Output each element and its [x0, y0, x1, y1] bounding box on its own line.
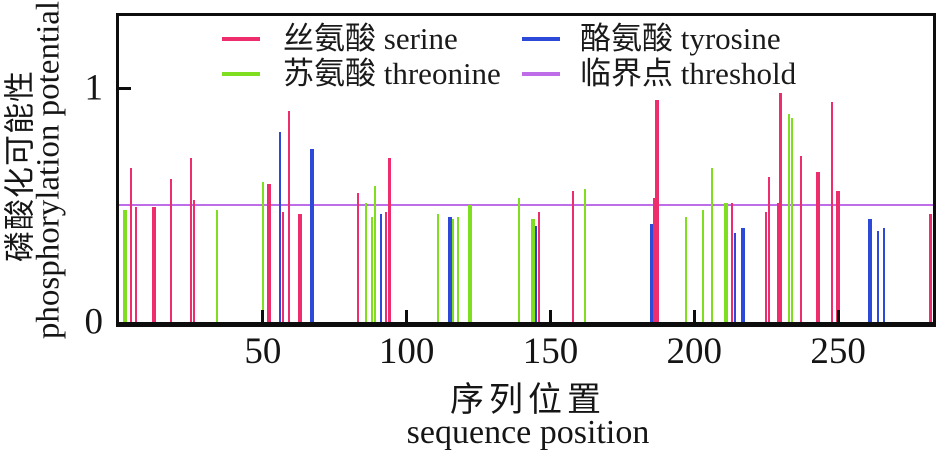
bar-0-x229: [776, 202, 779, 322]
bar-0-x186: [652, 197, 655, 322]
bar-2-x266: [883, 228, 886, 322]
x-tick-label-200: 200: [666, 331, 723, 372]
y-tick-label-0: 0: [84, 301, 104, 343]
bar-0-x250: [836, 190, 841, 322]
threshold-line-swatch: [522, 72, 560, 76]
bar-0-x94: [387, 158, 391, 322]
bar-1-x34: [215, 209, 218, 322]
legend-item-threonine: 苏氨酸 threonine: [222, 56, 501, 92]
bar-0-x248: [831, 102, 834, 322]
legend-label-threonine: 苏氨酸 threonine: [283, 56, 501, 91]
bar-0-x187: [654, 99, 659, 322]
legend-item-serine: 丝氨酸 serine: [222, 21, 458, 57]
bar-2-x91: [379, 214, 382, 322]
plot-area: 丝氨酸 serine 苏氨酸 threonine 酪氨酸 tyrosine 临界…: [116, 13, 936, 327]
y-tick-mark-1: [119, 86, 131, 90]
x-tick-mark-50: [261, 310, 265, 322]
bar-1-x139: [517, 197, 520, 322]
bar-1-x211: [723, 202, 728, 322]
threshold-line: [119, 204, 933, 206]
bar-0-x93: [385, 212, 388, 322]
bar-0-x237: [799, 155, 802, 322]
serine-line-swatch: [222, 37, 260, 41]
bar-2-x67: [309, 148, 314, 322]
bar-0-x230: [779, 92, 783, 322]
bar-1-x116: [451, 219, 454, 322]
x-tick-label-150: 150: [522, 331, 579, 372]
bar-1-x50: [261, 181, 264, 322]
bar-0-x243: [815, 172, 820, 322]
bar-2-x115: [447, 216, 452, 322]
bar-0-x18: [169, 179, 172, 322]
legend-label-serine: 丝氨酸 serine: [283, 21, 458, 56]
bar-2-x264: [877, 230, 880, 322]
x-tick-mark-200: [692, 310, 696, 322]
bar-1-x144: [531, 219, 536, 322]
bar-2-x214: [733, 233, 736, 322]
bar-1-x88: [371, 216, 374, 322]
x-tick-mark-250: [836, 310, 840, 322]
bar-0-x52: [266, 183, 271, 322]
bar-0-x63: [298, 214, 303, 322]
legend-item-threshold: 临界点 threshold: [522, 56, 796, 92]
bar-0-x158: [572, 190, 575, 322]
legend-item-tyrosine: 酪氨酸 tyrosine: [522, 21, 781, 57]
bar-0-x83: [356, 193, 359, 322]
bar-2-x56: [279, 132, 282, 322]
bar-1-x86: [365, 202, 368, 322]
legend-label-tyrosine: 酪氨酸 tyrosine: [580, 21, 781, 56]
bar-1-x122: [467, 205, 472, 322]
x-tick-mark-100: [405, 310, 409, 322]
bar-2-x217: [741, 228, 746, 322]
threonine-line-swatch: [222, 72, 260, 76]
bar-0-x57: [281, 212, 284, 322]
x-tick-label-100: 100: [378, 331, 435, 372]
bar-0-x146: [537, 212, 540, 322]
bar-1-x197: [684, 216, 687, 322]
bar-2-x261: [867, 219, 872, 322]
x-axis-title-en: sequence position: [406, 414, 650, 451]
bar-2-x185: [649, 223, 653, 322]
bar-0-x6: [135, 207, 138, 322]
x-tick-label-250: 250: [810, 331, 866, 372]
bar-1-x234: [791, 118, 794, 322]
y-axis-title-en: phosphorylation potential: [30, 0, 67, 340]
x-tick-mark-150: [548, 310, 552, 322]
bar-0-x26: [192, 200, 195, 322]
bar-0-x12: [151, 207, 156, 322]
bar-1-x118: [457, 216, 460, 322]
bar-0-x226: [768, 176, 771, 322]
bar-0-x282: [928, 214, 932, 322]
y-tick-label-1: 1: [84, 67, 104, 109]
bar-1-x206: [710, 167, 713, 322]
bar-1-x162: [583, 188, 586, 322]
x-axis-title-cjk: 序列位置: [450, 382, 606, 419]
tyrosine-line-swatch: [522, 37, 560, 41]
bar-2-x145: [535, 226, 538, 322]
bar-1-x89: [373, 186, 376, 322]
bar-1-x2: [122, 209, 127, 322]
bar-0-x59: [287, 111, 290, 322]
bar-1-x233: [788, 113, 791, 322]
bar-0-x225: [765, 212, 768, 322]
bar-1-x111: [437, 214, 440, 322]
bar-1-x203: [701, 209, 704, 322]
bar-0-x25: [189, 158, 192, 322]
bar-0-x4: [129, 167, 132, 322]
legend-label-threshold: 临界点 threshold: [580, 56, 797, 91]
plot-inner: 丝氨酸 serine 苏氨酸 threonine 酪氨酸 tyrosine 临界…: [119, 16, 933, 322]
x-tick-label-50: 50: [244, 331, 282, 372]
bar-0-x213: [730, 202, 733, 322]
